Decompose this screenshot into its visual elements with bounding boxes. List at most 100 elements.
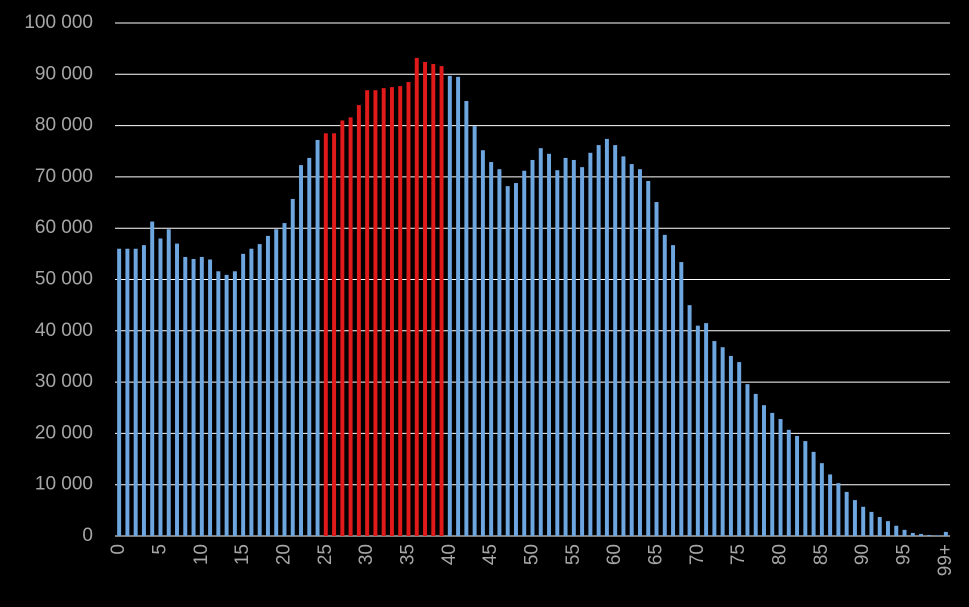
y-tick-label: 70 000: [35, 166, 93, 187]
bar: [704, 323, 709, 536]
bar: [299, 165, 303, 536]
bar: [596, 145, 601, 536]
y-tick-label: 40 000: [35, 320, 93, 341]
bar: [762, 405, 766, 536]
bar: [803, 441, 808, 536]
x-tick-label: 70: [687, 544, 708, 565]
bar: [389, 87, 394, 536]
x-tick-label: 25: [315, 544, 336, 565]
bar: [480, 150, 485, 536]
bar: [588, 152, 593, 536]
x-tick-label: 10: [191, 544, 212, 565]
bar: [910, 532, 915, 536]
bar: [224, 274, 229, 536]
y-tick-label: 80 000: [35, 115, 93, 136]
bar: [687, 305, 692, 536]
bar: [158, 238, 163, 536]
bar: [861, 506, 866, 536]
bar: [257, 244, 262, 536]
bar: [935, 535, 940, 536]
bar: [629, 164, 634, 536]
x-tick-label: 40: [439, 544, 460, 565]
x-tick-label: 45: [480, 544, 501, 565]
bar: [166, 229, 171, 536]
bar: [439, 66, 444, 536]
bar: [332, 133, 337, 537]
bar: [671, 245, 676, 536]
bar: [919, 533, 924, 536]
bar: [770, 412, 775, 536]
x-tick-label: 95: [894, 544, 915, 565]
x-tick-label: 30: [356, 544, 377, 565]
bar: [894, 525, 899, 536]
bar: [563, 157, 568, 536]
bar: [902, 529, 907, 536]
y-tick-label: 60 000: [35, 217, 93, 238]
bar: [290, 198, 295, 537]
bar: [431, 64, 436, 536]
bar: [348, 117, 353, 536]
bar: [646, 181, 651, 536]
bar: [141, 245, 146, 536]
x-tick-label: 55: [563, 544, 584, 565]
bar: [836, 483, 841, 536]
y-tick-label: 10 000: [35, 474, 93, 495]
bar: [886, 521, 890, 536]
bar: [150, 221, 155, 536]
bar: [241, 253, 246, 536]
x-tick-label: 5: [149, 544, 170, 555]
bar: [472, 126, 477, 536]
bar: [728, 355, 733, 536]
bar: [199, 256, 204, 536]
bar: [406, 81, 411, 537]
x-tick-label: 20: [273, 544, 294, 565]
y-tick-label: 100 000: [24, 12, 93, 33]
bar: [381, 88, 386, 536]
bar: [637, 169, 642, 536]
bar: [828, 474, 833, 536]
bar: [356, 105, 361, 536]
x-tick-label: 60: [604, 544, 625, 565]
x-tick-label: 75: [728, 544, 749, 565]
bar: [423, 61, 428, 536]
bar: [621, 156, 626, 536]
bar: [208, 259, 213, 536]
y-tick-label: 20 000: [35, 422, 93, 443]
bar: [249, 248, 254, 536]
bar: [456, 76, 461, 537]
bar: [414, 57, 419, 536]
bar: [844, 491, 849, 536]
bar: [365, 90, 370, 536]
bar: [191, 258, 196, 536]
bar: [307, 157, 312, 536]
y-tick-label: 90 000: [35, 63, 93, 84]
bar: [265, 235, 270, 536]
x-tick-label: 65: [646, 544, 667, 565]
bar: [464, 100, 469, 536]
bar: [340, 120, 345, 536]
y-tick-label: 0: [82, 525, 93, 546]
x-tick-label: 15: [232, 544, 253, 565]
bar: [943, 531, 948, 536]
bar: [604, 138, 609, 537]
x-tick-label: 90: [852, 544, 873, 565]
y-tick-label: 30 000: [35, 371, 93, 392]
bar: [712, 341, 717, 536]
bar: [662, 234, 667, 536]
bar: [720, 347, 725, 536]
bar: [580, 167, 585, 536]
x-tick-label: 50: [522, 544, 543, 565]
bar: [373, 90, 378, 536]
bar: [323, 133, 328, 537]
bar: [530, 159, 535, 536]
bar: [654, 202, 659, 537]
bar: [125, 248, 130, 536]
bar: [175, 243, 179, 536]
bar: [538, 148, 543, 536]
bar: [819, 463, 824, 536]
bar: [216, 271, 221, 536]
x-tick-label: 0: [108, 544, 129, 555]
bar: [795, 435, 800, 536]
bar: [282, 223, 287, 536]
